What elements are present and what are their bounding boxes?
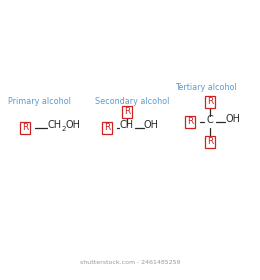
Text: shutterstock.com · 2461485259: shutterstock.com · 2461485259 — [80, 260, 180, 265]
Text: R: R — [207, 97, 213, 106]
Text: R: R — [187, 118, 193, 127]
Text: R: R — [22, 123, 28, 132]
Text: CH: CH — [47, 120, 61, 130]
Text: Tertiary alcohol: Tertiary alcohol — [175, 83, 237, 92]
Text: OH: OH — [66, 120, 81, 130]
Text: CH: CH — [120, 120, 134, 130]
Text: R: R — [104, 123, 110, 132]
Text: C: C — [207, 115, 213, 125]
Text: R: R — [207, 137, 213, 146]
Text: Primary alcohol: Primary alcohol — [8, 97, 71, 106]
Text: Secondary alcohol: Secondary alcohol — [95, 97, 169, 106]
Text: R: R — [124, 108, 130, 116]
Text: OH: OH — [144, 120, 159, 130]
Text: 2: 2 — [62, 126, 66, 132]
Text: OH: OH — [225, 114, 240, 124]
